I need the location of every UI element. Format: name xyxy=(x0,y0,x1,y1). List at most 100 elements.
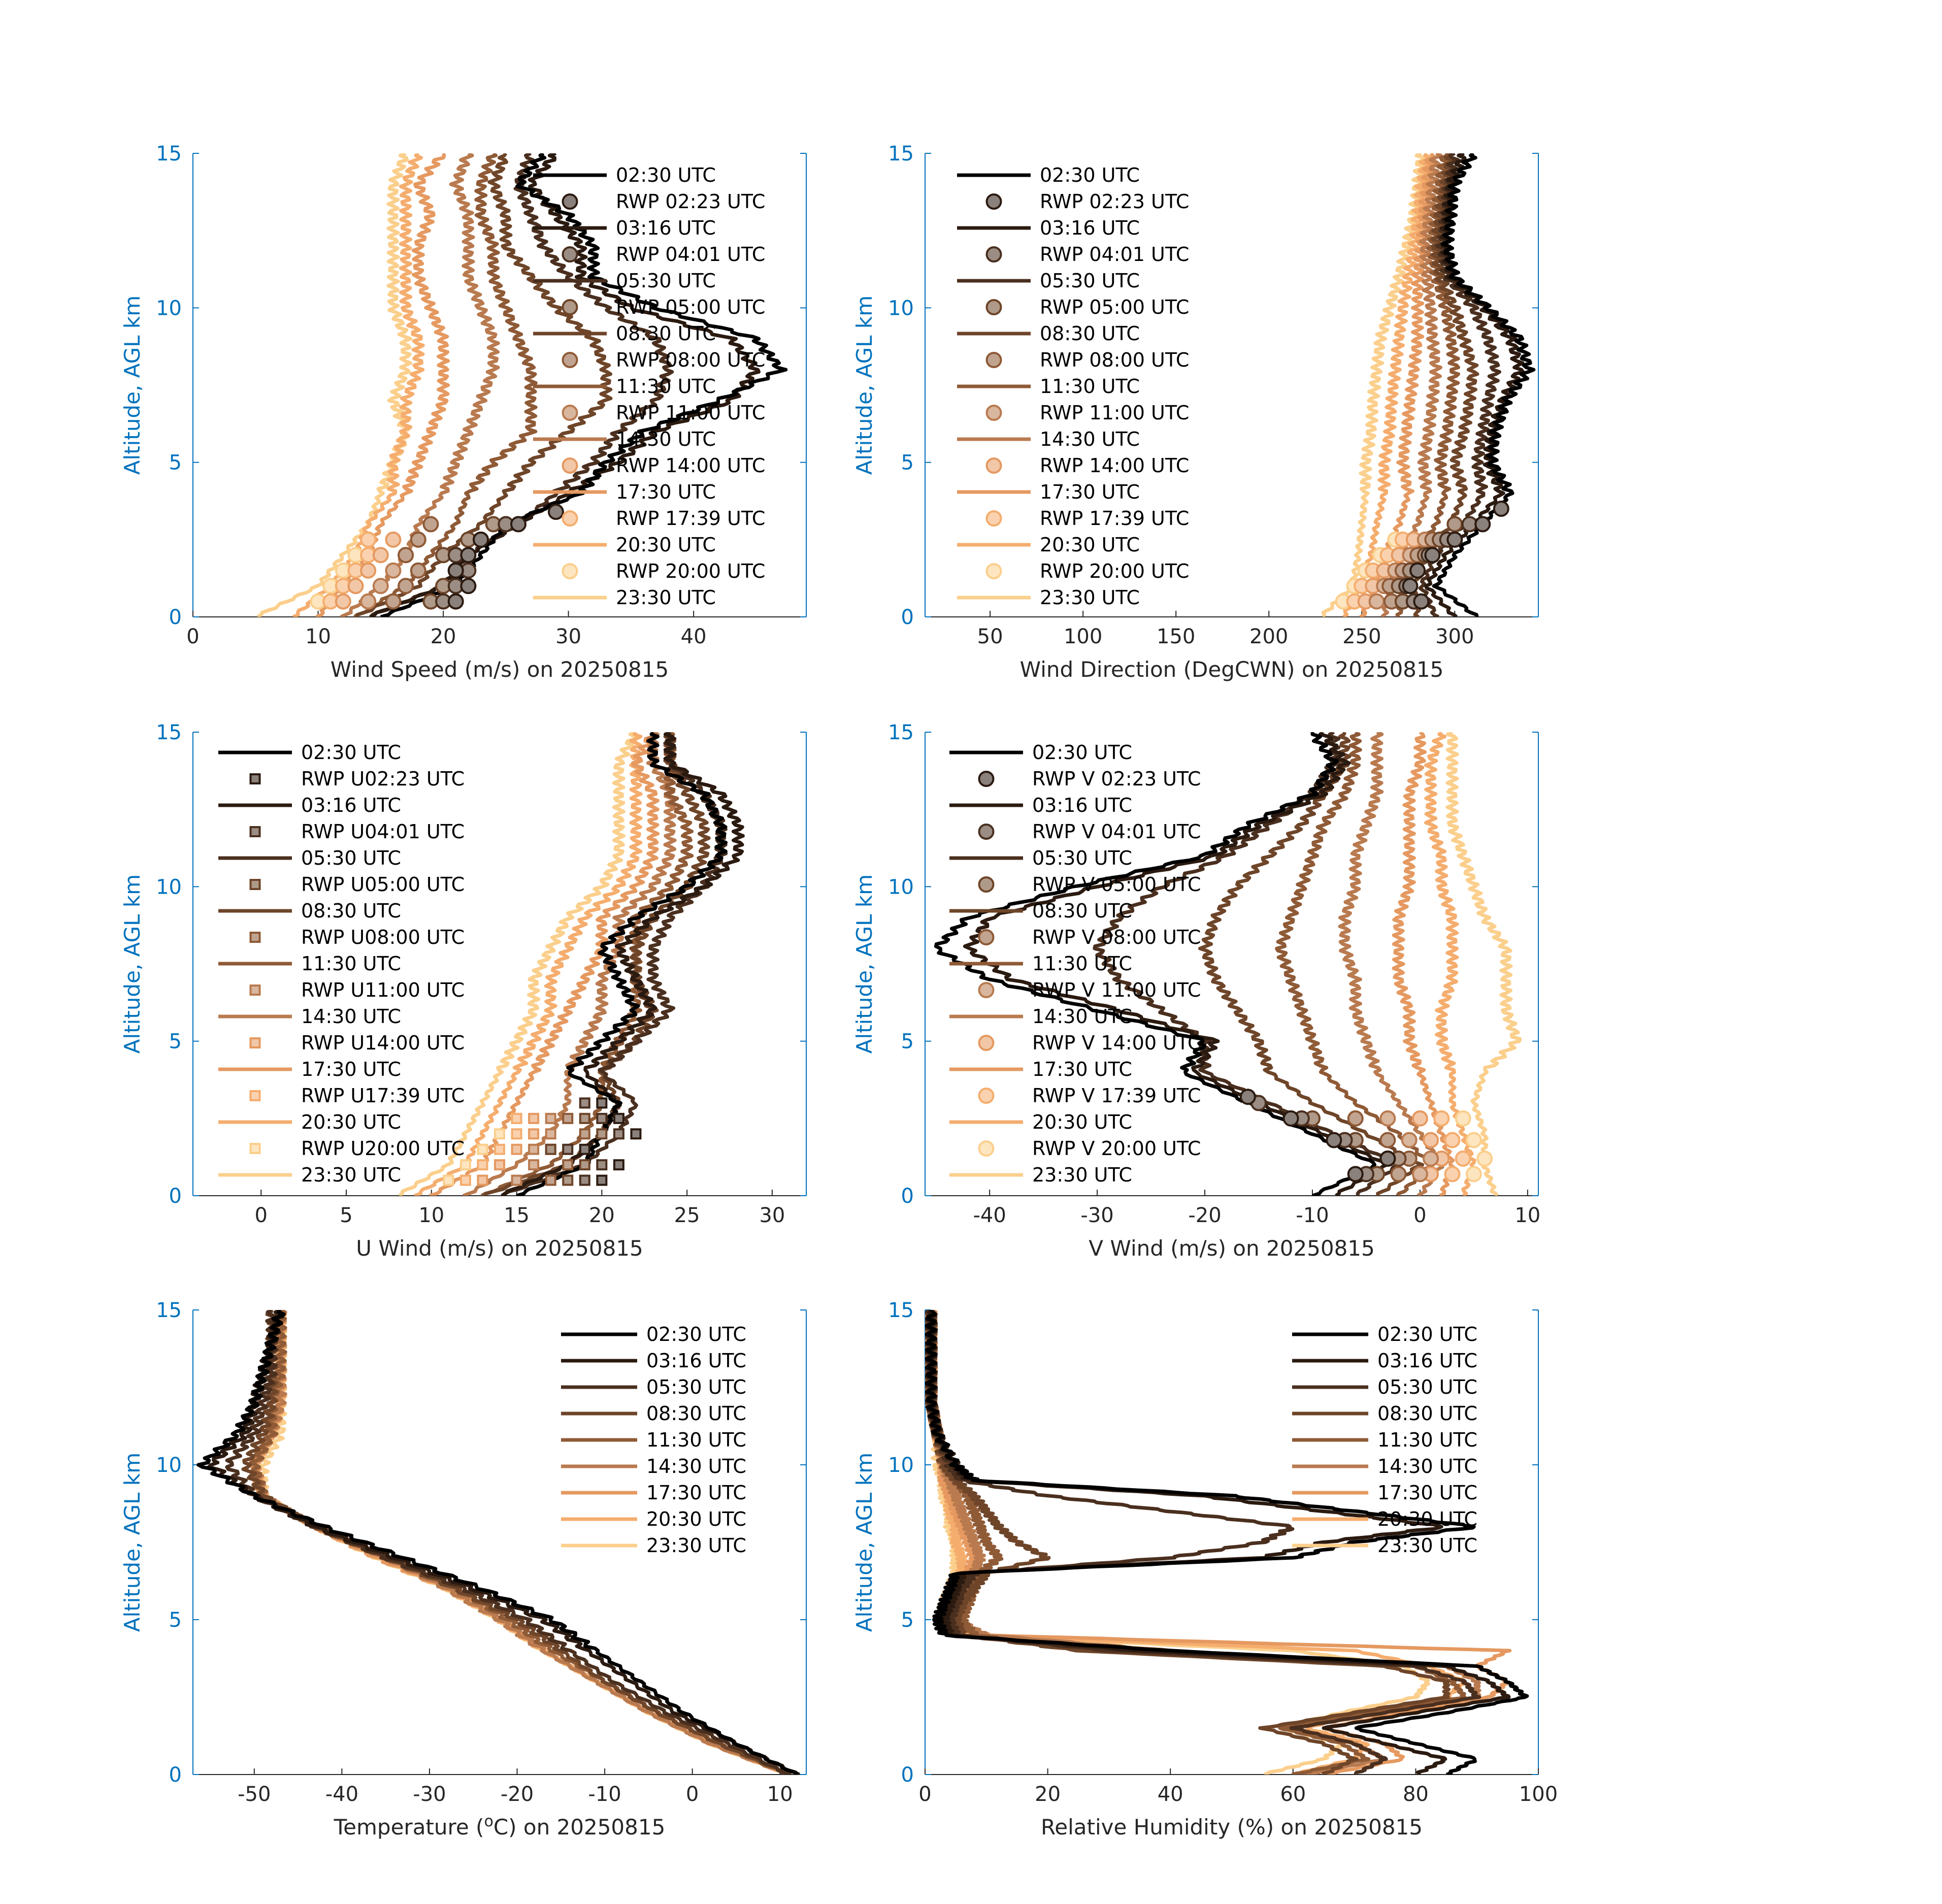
legend-label: 08:30 UTC xyxy=(1032,900,1132,922)
legend-marker xyxy=(249,1090,261,1101)
rwp-marker xyxy=(372,547,389,564)
y-tick-label: 10 xyxy=(888,1454,914,1477)
legend-label: 14:30 UTC xyxy=(616,428,716,450)
rwp-marker xyxy=(360,531,377,548)
rwp-marker xyxy=(372,578,389,595)
legend-label: 17:30 UTC xyxy=(301,1058,401,1080)
y-tick-label: 15 xyxy=(156,721,182,744)
legend: 02:30 UTC 03:16 UTC 05:30 UTC 08:30 UTC 11:3… xyxy=(1292,1323,1477,1557)
x-tick-label: -10 xyxy=(1296,1204,1329,1227)
x-tick-label: 10 xyxy=(305,625,331,648)
x-tick-label: 60 xyxy=(1280,1783,1306,1806)
rwp-marker xyxy=(562,1174,574,1186)
panel-temp: -50 -40 -30 -20 -10 0 10 0 5 10 15 Temperature (oC)… xyxy=(120,1299,807,1840)
legend-label: RWP U20:00 UTC xyxy=(301,1137,465,1160)
x-tick-label: 40 xyxy=(1158,1783,1183,1806)
legend-label: 08:30 UTC xyxy=(616,322,716,345)
x-axis-label: Temperature (oC) on 20250815 xyxy=(334,1813,666,1840)
rwp-marker xyxy=(1476,1150,1493,1167)
legend-marker xyxy=(562,457,578,474)
x-tick-label: 30 xyxy=(555,625,581,648)
rwp-marker xyxy=(596,1097,608,1109)
x-tick-label: 30 xyxy=(759,1204,785,1227)
legend-label: 05:30 UTC xyxy=(1040,270,1140,292)
y-axis-label: Altitude, AGL km xyxy=(120,1453,145,1632)
legend-label: 23:30 UTC xyxy=(1040,586,1140,609)
rwp-marker xyxy=(579,1097,590,1109)
legend-label: 23:30 UTC xyxy=(646,1534,746,1557)
rwp-marker xyxy=(1446,516,1463,533)
series-line-8 xyxy=(256,153,413,617)
rwp-marker xyxy=(510,516,526,533)
series-line-8 xyxy=(1321,153,1427,617)
x-tick-label: 0 xyxy=(686,1783,699,1806)
rwp-marker xyxy=(528,1159,540,1171)
rwp-marker xyxy=(596,1174,608,1186)
rwp-marker xyxy=(1423,1150,1439,1167)
x-tick-label: 15 xyxy=(504,1204,530,1227)
rwp-marker xyxy=(1347,1166,1364,1183)
y-tick-label: 15 xyxy=(888,1299,914,1322)
rwp-marker xyxy=(473,531,489,548)
x-tick-label: 10 xyxy=(1515,1204,1540,1227)
series-line-4 xyxy=(1275,732,1435,1196)
rwp-marker xyxy=(459,1159,471,1171)
legend-marker xyxy=(985,193,1002,210)
legend-label: RWP V 04:01 UTC xyxy=(1032,820,1201,843)
x-tick-label: 20 xyxy=(589,1204,615,1227)
panel-vwind: -40 -30 -20 -10 0 10 0 5 10 15 V Wind (m/s) on 202… xyxy=(852,721,1540,1261)
legend-label: RWP 05:00 UTC xyxy=(616,296,765,318)
rwp-marker xyxy=(459,1174,471,1186)
legend-marker xyxy=(249,932,261,943)
legend-label: 08:30 UTC xyxy=(1377,1402,1477,1425)
rwp-marker xyxy=(477,1174,488,1186)
legend-label: RWP 11:00 UTC xyxy=(616,402,765,424)
x-tick-label: 5 xyxy=(340,1204,352,1227)
x-tick-label: 10 xyxy=(767,1783,793,1806)
legend-label: 20:30 UTC xyxy=(1040,534,1140,556)
series-line-0 xyxy=(516,732,728,1196)
rwp-marker xyxy=(398,578,414,595)
series-line-0 xyxy=(925,1310,1529,1775)
rwp-marker xyxy=(460,578,477,595)
x-tick-label: 40 xyxy=(681,625,707,648)
legend-label: 05:30 UTC xyxy=(616,270,716,292)
x-tick-label: 80 xyxy=(1403,1783,1429,1806)
legend-label: RWP 08:00 UTC xyxy=(1040,349,1189,371)
legend: 02:30 UTC RWP 02:23 UTC 03:16 UTC RWP 04:01… xyxy=(533,164,765,609)
legend-label: 17:30 UTC xyxy=(1377,1482,1477,1504)
rwp-marker xyxy=(360,593,377,610)
y-tick-label: 5 xyxy=(169,1608,182,1632)
series-line-2 xyxy=(501,732,728,1196)
legend: 02:30 UTC 03:16 UTC 05:30 UTC 08:30 UTC 11:3… xyxy=(561,1323,746,1557)
x-tick-label: -30 xyxy=(413,1783,446,1806)
legend-label: RWP V 11:00 UTC xyxy=(1032,979,1201,1001)
legend-label: RWP V 05:00 UTC xyxy=(1032,873,1201,896)
x-tick-label: 0 xyxy=(254,1204,267,1227)
legend-marker xyxy=(562,510,578,527)
rwp-marker xyxy=(1379,1150,1396,1167)
panel-rh: 0 20 40 60 80 100 0 5 10 15 Relative Humidity (%) … xyxy=(852,1299,1558,1840)
legend-label: 03:16 UTC xyxy=(616,217,716,239)
x-tick-label: 0 xyxy=(186,625,199,648)
rwp-marker xyxy=(1444,1132,1461,1148)
legend-marker xyxy=(562,193,578,210)
plot-area xyxy=(934,732,1522,1196)
legend-label: 05:30 UTC xyxy=(1032,847,1132,869)
rwp-marker xyxy=(596,1112,608,1124)
legend-label: 14:30 UTC xyxy=(1032,1005,1132,1028)
rwp-marker xyxy=(545,1174,556,1186)
x-tick-label: -50 xyxy=(238,1783,271,1806)
legend-label: RWP V 20:00 UTC xyxy=(1032,1137,1201,1160)
y-axis-label: Altitude, AGL km xyxy=(852,296,877,475)
rwp-marker xyxy=(385,531,402,548)
y-tick-label: 10 xyxy=(156,875,182,899)
y-tick-label: 10 xyxy=(888,297,914,320)
x-tick-label: 10 xyxy=(418,1204,444,1227)
y-axis-label: Altitude, AGL km xyxy=(852,874,877,1054)
legend-label: 20:30 UTC xyxy=(616,534,716,556)
rwp-marker xyxy=(360,562,377,579)
series-line-0 xyxy=(380,153,788,617)
legend-label: RWP 17:39 UTC xyxy=(616,507,765,530)
legend-label: 11:30 UTC xyxy=(646,1429,746,1451)
